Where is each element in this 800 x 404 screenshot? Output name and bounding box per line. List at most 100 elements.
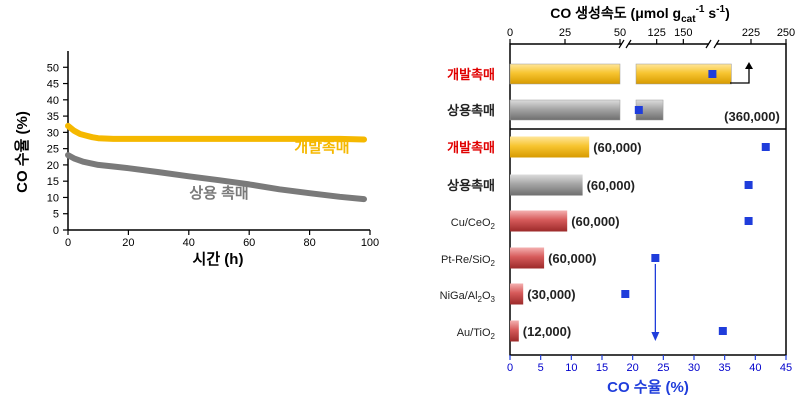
ghsv-label: (60,000) [587, 178, 635, 193]
bottom-tick-label: 0 [507, 362, 513, 374]
bar-rate-lower [510, 247, 545, 269]
bar-rate-upper [509, 63, 621, 85]
category-label: 상용촉매 [447, 103, 495, 118]
top-axis-title-sup: -1 [696, 4, 705, 15]
bar-rate-upper [509, 99, 621, 121]
category-label: Pt-Re/SiO2 [441, 254, 496, 268]
top-axis-break-mark [618, 39, 625, 49]
left-y-tick-label: 0 [53, 225, 59, 237]
category-label-sub: 2 [478, 295, 483, 304]
category-label: NiGa/Al2O3 [440, 290, 496, 304]
left-y-tick-label: 35 [47, 111, 59, 123]
yield-marker-lower [718, 327, 727, 335]
left-y-tick-label: 30 [47, 127, 59, 139]
yield-marker-lower [651, 254, 660, 262]
downward-arrowhead [651, 332, 660, 341]
bottom-tick-label: 5 [538, 362, 544, 374]
top-axis-title-main: CO 생성속도 (μmol g [550, 5, 681, 21]
left-x-tick-label: 80 [303, 237, 315, 249]
left-chart: CO 수율 (%) 시간 (h) 개발촉매 상용 촉매 0 20 40 60 80 100… [14, 51, 379, 268]
top-axis-break-gap [622, 40, 628, 48]
top-axis-break-gap [709, 40, 716, 48]
ghsv-label: (12,000) [523, 324, 571, 339]
category-label: Au/TiO2 [457, 327, 496, 341]
left-x-tick-label: 0 [65, 237, 71, 249]
bottom-tick-label: 15 [596, 362, 608, 374]
yield-marker-lower [744, 217, 753, 225]
top-tick-label: 250 [777, 27, 795, 39]
bottom-tick-label: 30 [688, 362, 700, 374]
bar-rate-lower [510, 283, 524, 305]
category-label-main: NiGa/Al [440, 290, 478, 302]
bottom-tick-label: 25 [657, 362, 669, 374]
top-tick-label: 50 [614, 27, 626, 39]
yield-marker-lower [621, 290, 630, 298]
left-y-tick-label: 10 [47, 192, 59, 204]
left-y-tick-label: 5 [53, 209, 59, 221]
left-x-tick-label: 60 [243, 237, 255, 249]
yield-marker-lower [744, 181, 753, 189]
top-tick-label: 150 [674, 27, 692, 39]
upper-group-note: (360,000) [724, 109, 780, 124]
bottom-tick-label: 10 [565, 362, 577, 374]
category-label-main: O [482, 290, 491, 302]
yield-marker-upper [708, 70, 717, 78]
left-y-tick-label: 20 [47, 160, 59, 172]
annotation-arrowhead [745, 62, 753, 69]
category-label-main: Cu/CeO [451, 217, 491, 229]
category-label-sub: 2 [491, 222, 496, 231]
line-series-commercial [65, 152, 367, 203]
bar-rate-upper [635, 63, 732, 85]
yield-marker-upper [634, 106, 643, 114]
series-label-commercial: 상용 촉매 [189, 185, 248, 202]
bar-rate-lower [510, 174, 583, 196]
left-y-tick-label: 40 [47, 95, 59, 107]
left-y-tick-label: 45 [47, 79, 59, 91]
bottom-tick-label: 20 [627, 362, 639, 374]
category-label-sub: 2 [491, 259, 496, 268]
top-tick-label: 225 [742, 27, 760, 39]
top-axis-title-sup2: -1 [716, 4, 725, 15]
bar-rate-lower [510, 136, 590, 158]
category-label: 상용촉매 [447, 178, 495, 193]
left-x-tick-label: 40 [183, 237, 195, 249]
ghsv-label: (30,000) [527, 287, 575, 302]
category-label: 개발촉매 [447, 140, 495, 155]
top-axis-title-sub: cat [681, 14, 696, 25]
left-y-tick-label: 50 [47, 62, 59, 74]
yield-marker-lower [761, 143, 770, 151]
top-axis-break-mark [625, 39, 632, 49]
category-label-sub: 2 [491, 332, 496, 341]
top-tick-label: 0 [507, 27, 513, 39]
left-y-tick-label: 25 [47, 144, 59, 156]
top-axis-title: CO 생성속도 (μmol gcat-1 s-1) [550, 4, 729, 25]
ghsv-label: (60,000) [548, 251, 596, 266]
bottom-tick-label: 45 [780, 362, 792, 374]
left-y-tick-label: 15 [47, 176, 59, 188]
bar-rate-lower [510, 320, 519, 342]
left-y-axis-title: CO 수율 (%) [14, 111, 31, 193]
bottom-axis-title: CO 수율 (%) [607, 379, 689, 396]
top-axis-break-mark [705, 39, 712, 49]
right-chart: CO 생성속도 (μmol gcat-1 s-1) CO 수율 (%) (360… [440, 4, 796, 396]
ghsv-label: (60,000) [593, 140, 641, 155]
top-axis-title-tail: s [704, 5, 716, 21]
top-axis-title-close: ) [725, 5, 730, 21]
left-x-axis-title: 시간 (h) [193, 251, 244, 268]
annotation-arrow [730, 66, 750, 84]
category-label-main: Au/TiO [457, 327, 491, 339]
category-label: Cu/CeO2 [451, 217, 496, 231]
line-series-developed [65, 122, 367, 143]
left-x-tick-label: 100 [361, 237, 379, 249]
category-label-main: Pt-Re/SiO [441, 254, 491, 266]
left-x-tick-label: 20 [122, 237, 134, 249]
category-label: 개발촉매 [447, 67, 495, 82]
bottom-tick-label: 35 [719, 362, 731, 374]
right-plot-frame [509, 43, 787, 356]
bar-rate-lower [510, 210, 568, 232]
top-tick-label: 25 [559, 27, 571, 39]
bottom-tick-label: 40 [749, 362, 761, 374]
category-label-sub: 3 [491, 295, 496, 304]
series-label-developed: 개발촉매 [294, 138, 349, 156]
